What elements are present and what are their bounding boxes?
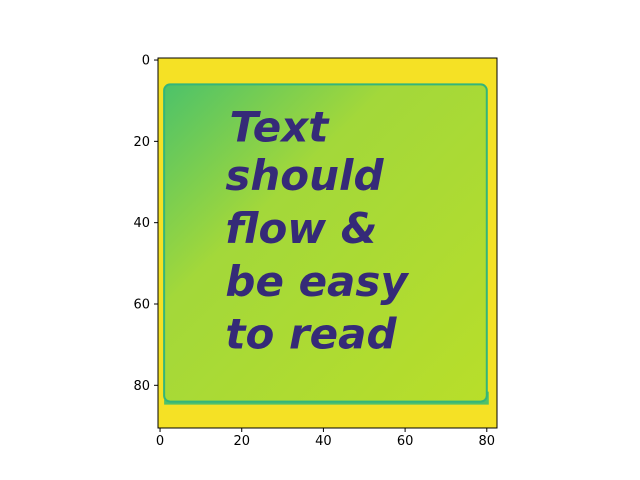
y-tick-label: 40: [133, 216, 150, 231]
y-tick-label: 20: [133, 135, 150, 150]
note-text-line: be easy: [225, 257, 409, 306]
x-tick-label: 0: [156, 434, 164, 449]
y-axis-ticks: 0 20 40 60 80: [133, 54, 158, 394]
axes-frame: [157, 57, 498, 429]
note-text-line: to read: [225, 310, 397, 359]
x-axis-ticks: 0 20 40 60 80: [156, 428, 495, 449]
x-tick-label: 20: [233, 434, 250, 449]
note-text-line: should: [225, 151, 384, 200]
note-text-line: Text: [229, 102, 330, 151]
sticky-note: [163, 83, 488, 403]
note-text-line: flow &: [225, 204, 377, 253]
x-tick-label: 40: [315, 434, 332, 449]
y-tick-label: 80: [133, 379, 150, 394]
y-tick-label: 60: [133, 297, 150, 312]
y-tick-label: 0: [142, 54, 150, 69]
x-tick-label: 80: [479, 434, 496, 449]
x-tick-label: 60: [397, 434, 414, 449]
